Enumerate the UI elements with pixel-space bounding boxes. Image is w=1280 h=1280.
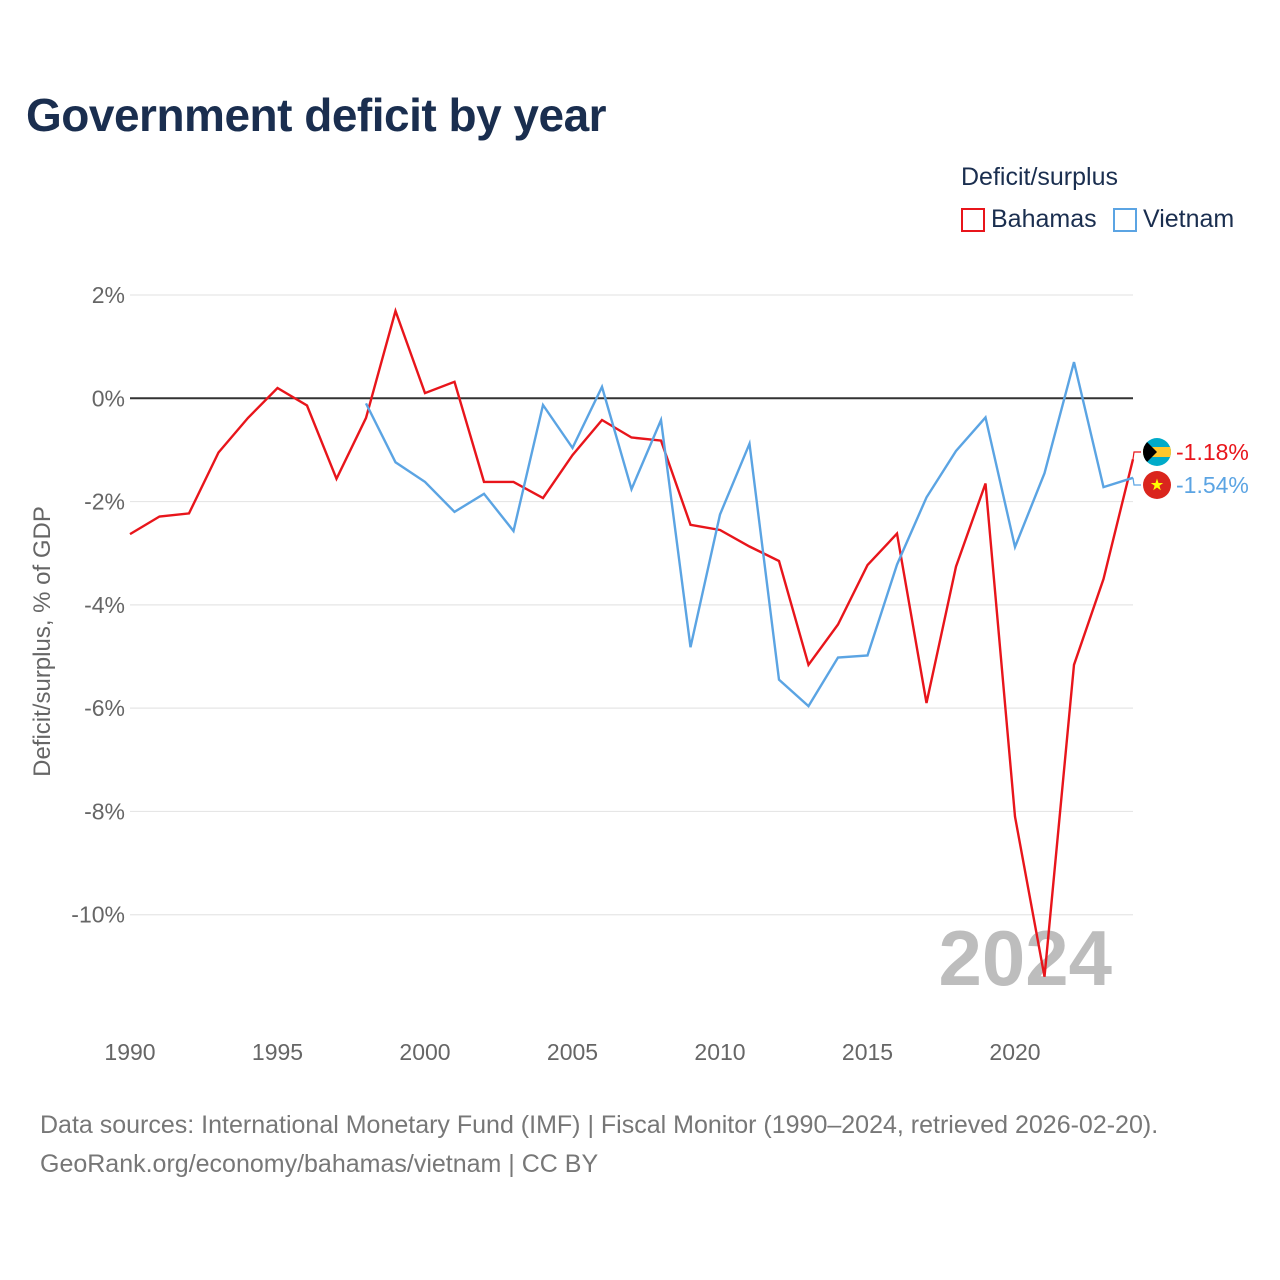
x-tick-label: 1995: [252, 1039, 303, 1065]
y-tick-label: 2%: [92, 282, 125, 308]
y-tick-label: -10%: [71, 902, 125, 928]
legend-title: Deficit/surplus: [961, 163, 1118, 191]
y-tick-label: -8%: [84, 798, 125, 824]
x-tick-label: 2015: [842, 1039, 893, 1065]
vietnam-flag-icon: [1143, 471, 1171, 499]
legend-item-vietnam[interactable]: Vietnam: [1113, 205, 1234, 234]
series-line-vietnam[interactable]: [364, 361, 1134, 708]
legend-swatch-bahamas: [961, 207, 985, 232]
x-tick-label: 2005: [547, 1039, 598, 1065]
legend-item-bahamas[interactable]: Bahamas: [961, 205, 1097, 234]
x-axis-ticks: 1990 1995 2000 2005 2010 2015 2020: [104, 1039, 1040, 1065]
gridlines: [130, 294, 1133, 916]
y-tick-label: -2%: [84, 489, 125, 515]
chart-title: Government deficit by year: [26, 89, 607, 141]
y-tick-label: 0%: [92, 385, 125, 411]
end-connector-vietnam: [1132, 477, 1141, 486]
y-tick-label: -6%: [84, 695, 125, 721]
legend-label-bahamas: Bahamas: [991, 205, 1097, 233]
line-chart: 2% 0% -2% -4% -6% -8% -10% 1990 1995 2000 2005 201…: [29, 282, 1249, 1065]
end-connector-bahamas: [1132, 451, 1141, 460]
y-axis-title: Deficit/surplus, % of GDP: [29, 506, 56, 777]
x-tick-label: 2020: [989, 1039, 1040, 1065]
series-line-bahamas[interactable]: [129, 307, 1135, 977]
x-tick-label: 2000: [399, 1039, 450, 1065]
bahamas-flag-icon: [1143, 438, 1171, 466]
year-watermark: 2024: [938, 914, 1112, 1002]
y-tick-label: -4%: [84, 592, 125, 618]
end-label-vietnam: -1.54%: [1176, 472, 1249, 498]
source-note: Data sources: International Monetary Fun…: [40, 1111, 1159, 1139]
y-axis-ticks: 2% 0% -2% -4% -6% -8% -10%: [71, 282, 125, 928]
legend-label-vietnam: Vietnam: [1143, 205, 1235, 233]
legend-swatch-vietnam: [1113, 207, 1137, 232]
footer: Data sources: International Monetary Fun…: [40, 1106, 1158, 1184]
series-layer: [129, 307, 1141, 977]
x-tick-label: 2010: [694, 1039, 745, 1065]
end-label-bahamas: -1.18%: [1176, 439, 1249, 465]
x-tick-label: 1990: [104, 1039, 155, 1065]
attribution-link[interactable]: GeoRank.org/economy/bahamas/vietnam | CC…: [40, 1150, 599, 1178]
